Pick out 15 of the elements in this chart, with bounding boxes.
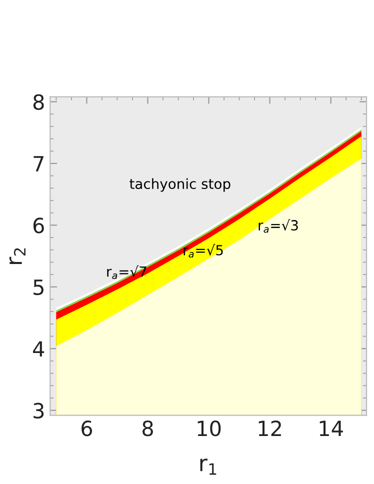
y-tick-label: 3 [34, 402, 44, 419]
y-tick-label: 5 [34, 280, 44, 296]
y-axis-title: r$_{2}$ [9, 248, 26, 264]
x-tick-label: 6 [82, 420, 92, 436]
x-tick-label: 12 [258, 420, 281, 436]
y-tick-label: 8 [33, 94, 44, 110]
annotation: tachyonic stop [130, 178, 230, 192]
y-tick-label: 6 [33, 218, 44, 234]
annotation: r$_{a}$=√5 [184, 244, 223, 258]
y-tick-label: 7 [34, 156, 44, 172]
x-axis-title: r$_{1}$ [200, 458, 216, 475]
x-tick-label: 8 [142, 420, 153, 436]
y-tick-label: 4 [33, 341, 44, 357]
x-tick-label: 14 [320, 420, 343, 436]
x-tick-label: 10 [198, 420, 221, 436]
